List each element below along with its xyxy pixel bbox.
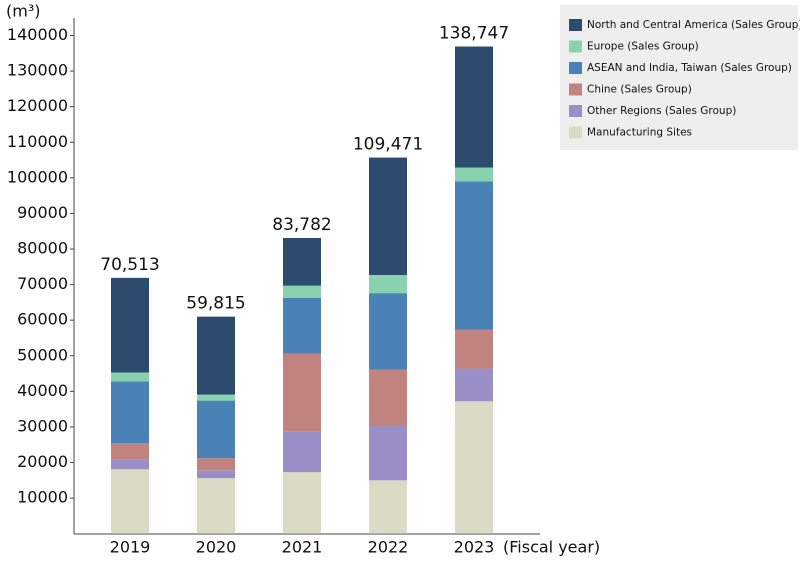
bar-segment bbox=[455, 46, 493, 168]
x-tick-label: 2021 bbox=[282, 538, 323, 557]
legend-box bbox=[560, 5, 798, 150]
total-label: 109,471 bbox=[353, 135, 423, 155]
total-label: 70,513 bbox=[100, 255, 159, 275]
bar-segment bbox=[455, 368, 493, 402]
x-tick-label: 2020 bbox=[196, 538, 237, 557]
y-tick-label: 10000 bbox=[17, 488, 68, 507]
y-tick-label: 40000 bbox=[17, 381, 68, 400]
bar-segment bbox=[283, 285, 321, 298]
bar-segment bbox=[369, 293, 407, 370]
total-label: 83,782 bbox=[272, 215, 331, 235]
bar-segment bbox=[197, 316, 235, 395]
bar-segment bbox=[197, 478, 235, 534]
x-tick-label: 2022 bbox=[368, 538, 409, 557]
total-label: 138,747 bbox=[439, 24, 509, 44]
y-tick-label: 70000 bbox=[17, 274, 68, 293]
bar-segment bbox=[369, 425, 407, 481]
bar-segment bbox=[197, 400, 235, 459]
bar-segment bbox=[111, 443, 149, 460]
y-tick-label: 100000 bbox=[7, 167, 68, 186]
legend-label: Europe (Sales Group) bbox=[587, 41, 699, 53]
bar-segment bbox=[455, 329, 493, 369]
bar-segment bbox=[455, 167, 493, 182]
bar-segment bbox=[197, 458, 235, 471]
legend-swatch bbox=[569, 19, 582, 31]
y-tick-label: 110000 bbox=[7, 132, 68, 151]
legend-label: ASEAN and India, Taiwan (Sales Group) bbox=[587, 62, 792, 74]
x-tick-label: 2023 bbox=[454, 538, 495, 557]
bar-segment bbox=[369, 157, 407, 275]
legend-swatch bbox=[569, 62, 582, 74]
legend-swatch bbox=[569, 105, 582, 117]
total-label: 59,815 bbox=[186, 294, 245, 314]
bar-segment bbox=[111, 381, 149, 444]
bar-segment bbox=[197, 394, 235, 401]
bar-segment bbox=[111, 469, 149, 534]
y-tick-label: 30000 bbox=[17, 416, 68, 435]
legend-swatch bbox=[569, 40, 582, 53]
y-tick-label: 50000 bbox=[17, 345, 68, 364]
y-tick-label: 90000 bbox=[17, 203, 68, 222]
y-axis-label: (m³) bbox=[6, 2, 40, 21]
bar-segment bbox=[455, 401, 493, 534]
x-axis-label: (Fiscal year) bbox=[503, 538, 600, 557]
bar-segment bbox=[111, 277, 149, 373]
bar-segment bbox=[283, 472, 321, 534]
legend-swatch bbox=[569, 126, 582, 139]
bar-segment bbox=[283, 431, 321, 473]
y-tick-label: 20000 bbox=[17, 452, 68, 471]
bar-segment bbox=[369, 480, 407, 534]
y-tick-label: 120000 bbox=[7, 96, 68, 115]
bar-segment bbox=[283, 237, 321, 286]
x-tick-label: 2019 bbox=[110, 538, 151, 557]
bar-segment bbox=[111, 372, 149, 382]
y-tick-label: 140000 bbox=[7, 25, 68, 44]
bar-segment bbox=[369, 369, 407, 426]
y-tick-label: 60000 bbox=[17, 310, 68, 329]
legend-label: Chine (Sales Group) bbox=[587, 84, 692, 96]
bar-segment bbox=[283, 297, 321, 354]
y-tick-label: 80000 bbox=[17, 239, 68, 258]
bar-segment bbox=[455, 181, 493, 330]
bar-segment bbox=[111, 459, 149, 470]
bar-segment bbox=[197, 470, 235, 479]
legend-label: Manufacturing Sites bbox=[587, 127, 692, 139]
y-tick-label: 130000 bbox=[7, 61, 68, 80]
bar-segment bbox=[369, 274, 407, 294]
legend-swatch bbox=[569, 83, 582, 96]
legend-label: Other Regions (Sales Group) bbox=[587, 105, 736, 117]
bar-segment bbox=[283, 353, 321, 432]
legend-label: North and Central America (Sales Group) bbox=[587, 19, 800, 31]
